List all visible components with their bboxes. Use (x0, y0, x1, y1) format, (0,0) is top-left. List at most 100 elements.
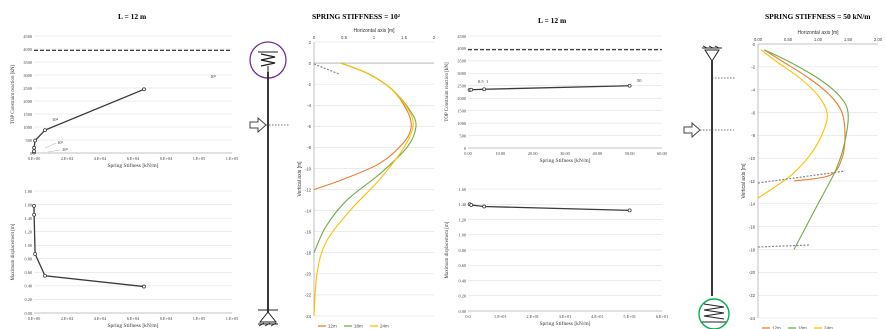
y-tick-label: 0.60 (24, 270, 32, 275)
y-tick-label: 3000 (457, 71, 466, 76)
load-arrow-icon (249, 116, 290, 134)
x-tick-label: 40.00 (592, 151, 602, 156)
point-label: 0.5 (478, 79, 484, 84)
chart-deflection-profile-b: 20-2-4-6-8-10-12-14-16-18-20-22-240 0.5 1 1… (297, 28, 436, 329)
y-tick-label: 1.60 (24, 202, 32, 207)
y-tick-label: -24 (305, 314, 312, 319)
y-tick-label: -4 (751, 87, 755, 92)
x-tick-label: 20.00 (528, 151, 538, 156)
y-tick-label: -12 (305, 187, 312, 192)
y-tick-label: 0.00 (24, 311, 32, 316)
x-tick-label: 0.00 (464, 151, 472, 156)
y-axis-label: TOP Constraint reaction [kN] (11, 65, 16, 125)
y-tick-label: -10 (305, 166, 312, 171)
x-tick-label: 3.E+01 (559, 314, 572, 319)
data-point (32, 212, 37, 217)
y-tick-label: -12 (749, 179, 756, 184)
y-tick-label: 0.40 (458, 278, 466, 283)
beam-schematic-1 (249, 41, 290, 327)
y-axis-label: Maximum displacement [m] (11, 223, 16, 280)
spring-bottom-icon (698, 298, 730, 329)
point-label-leader (44, 142, 57, 149)
legend-label: 18m (798, 326, 807, 329)
y-tick-label: -24 (749, 316, 756, 321)
y-tick-label: -4 (307, 103, 311, 108)
legend-label: 12m (772, 326, 781, 329)
y-tick-label: 3500 (457, 59, 466, 64)
data-point (33, 138, 37, 143)
y-tick-label: -16 (305, 229, 312, 234)
x-tick-label: 2 (433, 35, 436, 40)
y-tick-label: 2000 (457, 96, 466, 101)
y-tick-label: 1000 (457, 121, 466, 126)
y-tick-label: 0 (753, 42, 756, 47)
series-line (469, 203, 630, 211)
series-line-18m (313, 62, 417, 253)
data-point (43, 128, 47, 133)
point-label: 10⁵ (210, 74, 217, 79)
series-line-18m (763, 49, 849, 250)
x-tick-label: 1 (373, 35, 376, 40)
y-tick-label: -8 (307, 145, 311, 150)
point-label-leader (47, 149, 61, 153)
x-tick-label: 0.0 (465, 314, 470, 319)
series-line (33, 88, 145, 153)
dashed-extension (757, 244, 811, 248)
x-tick-label: 2.E+04 (61, 316, 74, 321)
y-tick-label: -2 (751, 65, 755, 70)
y-tick-label: -16 (749, 224, 756, 229)
y-tick-label: 4500 (457, 34, 466, 39)
load-arrow-icon (683, 121, 734, 139)
x-tick-label: 0.5 (341, 35, 348, 40)
y-tick-label: 1.00 (24, 243, 32, 248)
y-tick-label: 0 (309, 61, 312, 66)
x-tick-label: 1.5 (401, 35, 408, 40)
y-tick-label: -18 (305, 251, 312, 256)
pin-support-top-icon (702, 45, 736, 79)
x-tick-label: 4.E+04 (94, 156, 107, 161)
data-point (33, 252, 37, 256)
point-label: 50 (637, 78, 642, 83)
chart-reaction-vs-stiffness-c: 0 500 1000 1500 2000 2500 3000 3500 4000 4500 0.00… (445, 34, 667, 164)
x-tick-label: 2.E+04 (61, 156, 74, 161)
x-tick-label: 50.00 (625, 151, 635, 156)
chart-displacement-vs-stiffness-c: 0.00 0.20 0.40 0.60 0.80 1.00 1.20 1.40 1.60 0.0 1… (445, 187, 668, 327)
data-point (142, 87, 146, 92)
y-tick-label: 1.80 (24, 189, 32, 194)
data-point (627, 208, 632, 213)
y-tick-label: 500 (460, 133, 466, 138)
x-axis-label: Spring Stifness [kN/m] (107, 162, 158, 169)
y-tick-label: -2 (307, 82, 311, 87)
chart-reaction-vs-stiffness-a: 0 500 1000 1500 2000 2500 3000 3500 4000 4500 0.E+… (11, 34, 238, 169)
y-tick-label: 4000 (457, 46, 466, 51)
x-tick-label: 60.00 (657, 151, 667, 156)
dashed-extension (757, 170, 846, 184)
y-tick-label: -8 (751, 133, 755, 138)
y-tick-label: -14 (305, 208, 312, 213)
x-tick-label: 30.00 (560, 151, 570, 156)
data-point (482, 87, 487, 92)
y-tick-label: 1.60 (458, 187, 466, 192)
y-tick-label: -18 (749, 247, 756, 252)
x-tick-label: 4.E+04 (94, 316, 107, 321)
y-axis-label: Maximum displacement [m] (445, 221, 450, 278)
x-tick-label: 2.00 (874, 37, 883, 42)
data-point (469, 203, 474, 207)
x-tick-label: 6.E+04 (127, 316, 140, 321)
title-a: L = 12 m (118, 12, 147, 21)
title-b: SPRING STIFFNESS = 10² (312, 12, 401, 21)
x-axis-label: Horizontal axis [m] (353, 28, 395, 34)
y-axis-label: Vertical axis [m] (741, 163, 747, 199)
x-tick-label: 0.E+00 (28, 316, 41, 321)
y-tick-label: 0.40 (24, 284, 32, 289)
y-tick-label: 2 (309, 40, 312, 45)
x-tick-label: 0.00 (754, 37, 763, 42)
y-tick-label: 0.80 (458, 248, 466, 253)
x-tick-label: 1.E+01 (494, 314, 507, 319)
x-axis-label: Spring Stifness [kN/m] (107, 322, 158, 329)
x-tick-label: 0 (313, 35, 316, 40)
legend-label: 12m (328, 324, 337, 329)
data-point (627, 83, 632, 88)
chart-deflection-profile-d: 0 -2 -4 -6 -8 -10 -12 -14 -16 -18 -20 -22 -24 0.00 0.5… (741, 30, 883, 329)
x-tick-label: 2.E+01 (526, 314, 539, 319)
